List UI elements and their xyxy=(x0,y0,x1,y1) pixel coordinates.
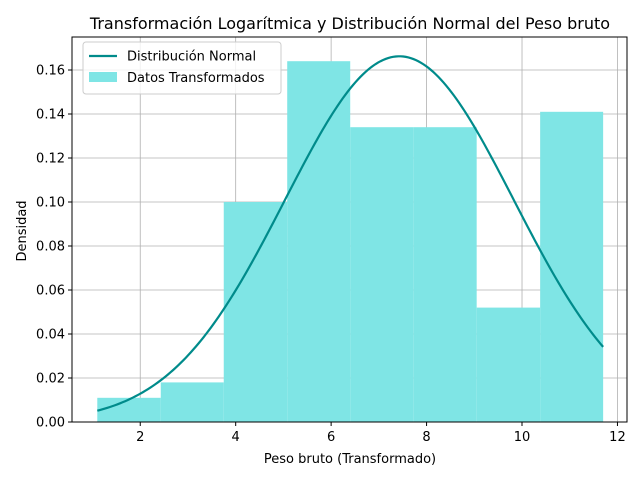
plot-frame xyxy=(71,36,628,423)
y-tick-label: 0.16 xyxy=(36,64,65,79)
x-axis-ticks: 2 4 6 8 10 12 xyxy=(136,422,626,445)
y-axis-ticks: 0.00 0.02 0.04 0.06 0.08 0.10 0.12 0.14 0.16 xyxy=(36,64,72,431)
histogram-bars xyxy=(97,61,604,423)
histogram-bar xyxy=(540,111,604,423)
legend-curve-label: Distribución Normal xyxy=(127,50,256,65)
y-tick-label: 0.04 xyxy=(36,328,65,343)
legend-histogram-swatch xyxy=(89,72,117,82)
x-tick-label: 4 xyxy=(232,430,240,445)
y-tick-label: 0.02 xyxy=(36,372,65,387)
y-tick-label: 0.14 xyxy=(36,108,65,123)
x-tick-label: 2 xyxy=(136,430,144,445)
histogram-bar xyxy=(160,382,224,422)
y-tick-label: 0.08 xyxy=(36,240,65,255)
normal-distribution-curve xyxy=(97,55,604,412)
x-tick-label: 10 xyxy=(514,430,531,445)
y-axis-label: Densidad xyxy=(15,200,30,261)
histogram-bar xyxy=(97,397,161,422)
legend: Distribución Normal Datos Transformados xyxy=(82,41,282,95)
histogram-bar xyxy=(476,307,541,422)
y-tick-label: 0.00 xyxy=(36,416,65,431)
y-tick-label: 0.10 xyxy=(36,196,65,211)
y-tick-label: 0.12 xyxy=(36,152,65,167)
x-axis-label: Peso bruto (Transformado) xyxy=(264,452,436,467)
y-tick-label: 0.06 xyxy=(36,284,65,299)
x-tick-label: 6 xyxy=(327,430,335,445)
chart-title: Transformación Logarítmica y Distribució… xyxy=(89,14,610,33)
x-tick-label: 12 xyxy=(609,430,626,445)
normal-curve-layer xyxy=(97,55,604,412)
histogram-bar xyxy=(350,127,414,422)
histogram-bar xyxy=(287,61,351,422)
histogram-bar xyxy=(413,127,477,422)
legend-histogram-label: Datos Transformados xyxy=(127,71,265,86)
legend-box xyxy=(82,41,282,95)
histogram-bar xyxy=(223,202,288,422)
x-tick-label: 8 xyxy=(422,430,430,445)
